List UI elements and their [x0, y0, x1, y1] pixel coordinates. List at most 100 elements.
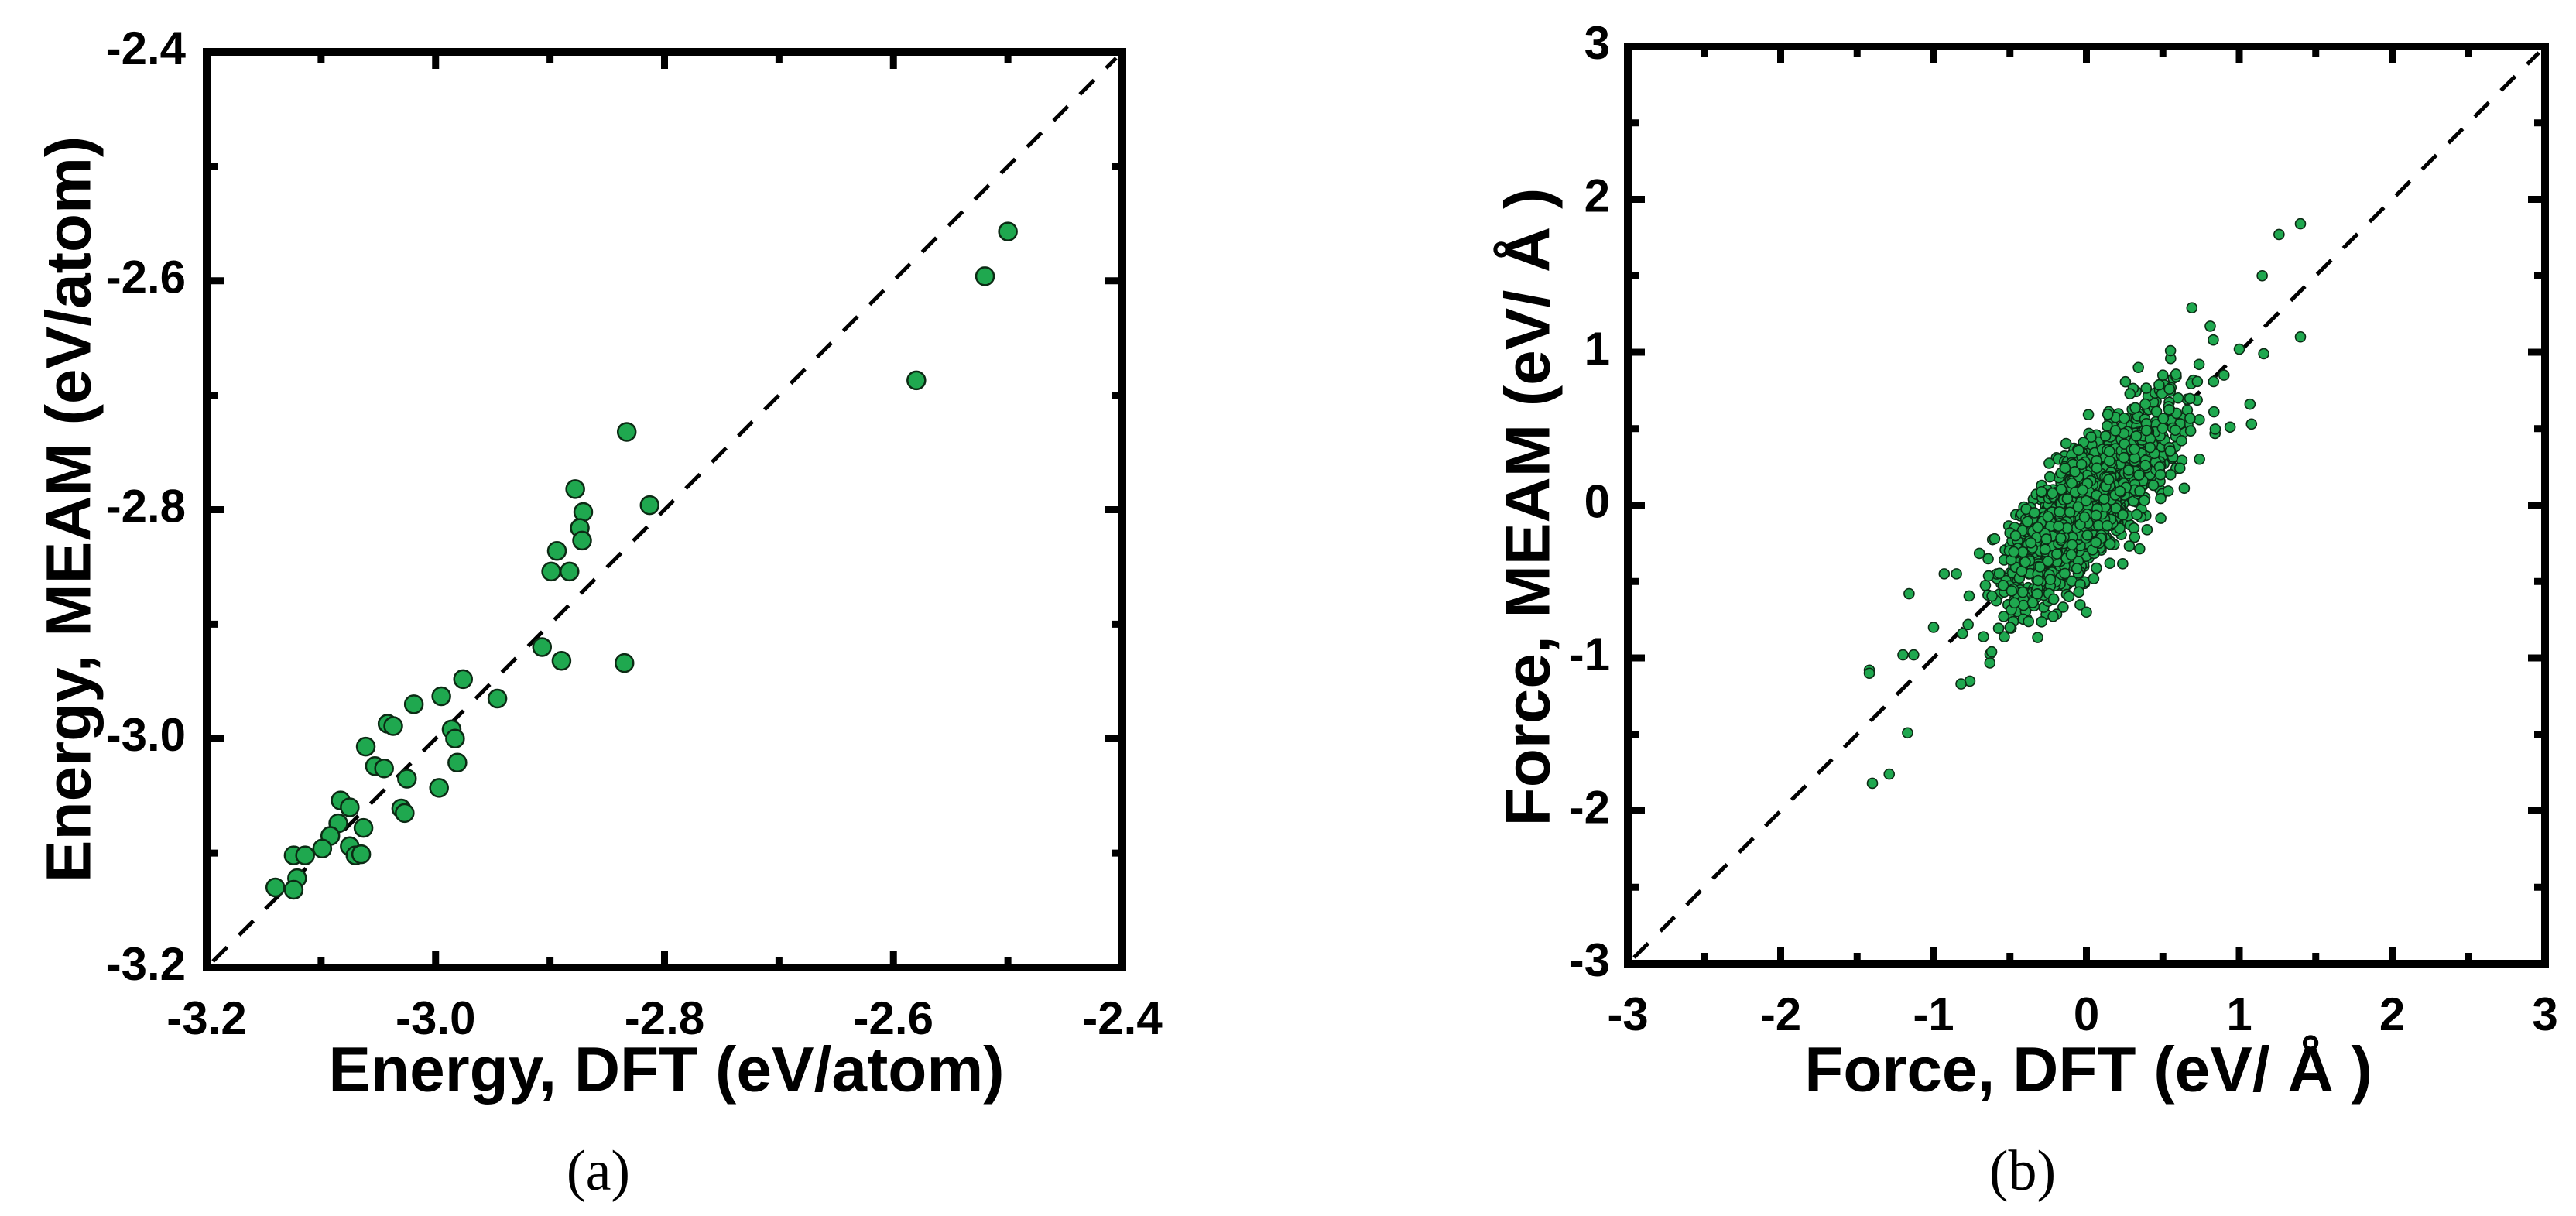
- data-point-bulk: [2119, 375, 2132, 388]
- data-point: [2004, 622, 2016, 633]
- data-point-bulk: [2184, 425, 2197, 437]
- data-point-bulk: [2032, 574, 2044, 587]
- data-point: [453, 669, 473, 690]
- data-point-bulk: [2075, 458, 2088, 471]
- data-point-bulk: [1982, 553, 1994, 565]
- data-point-bulk: [2016, 586, 2029, 598]
- panel-a-energy-parity-plot: -3.2 -3.0 -2.8 -2.6 -2.4 -3.2 -3.0 -2.8 -2.6 -2.4…: [34, 22, 1163, 1203]
- data-point-bulk: [1982, 570, 1995, 582]
- data-point: [541, 561, 561, 582]
- data-point-bulk: [2053, 520, 2064, 533]
- data-point: [2186, 302, 2198, 314]
- data-point-bulk: [2040, 533, 2053, 545]
- x-tick-label: 0: [2074, 988, 2099, 1040]
- y-axis-title: Energy, MEAM (eV/atom): [34, 136, 104, 882]
- data-point-bulk: [1957, 628, 1968, 639]
- data-point: [383, 716, 403, 736]
- y-tick-label: 0: [1584, 475, 1610, 527]
- data-point-bulk: [2025, 537, 2037, 549]
- data-point-bulk: [2043, 471, 2056, 483]
- data-point: [340, 797, 360, 817]
- y-tick-label: -3.0: [106, 709, 186, 761]
- data-point-bulk: [2091, 462, 2103, 474]
- data-point-bulk: [2104, 455, 2115, 467]
- data-point-bulk: [2090, 509, 2102, 522]
- y-tick-label: 3: [1584, 17, 1610, 69]
- data-point-bulk: [2069, 466, 2081, 478]
- data-point-bulk: [2129, 402, 2141, 414]
- x-axis-title: Force, DFT (eV/ Å ): [1804, 1035, 2372, 1105]
- data-point-bulk: [2140, 424, 2153, 437]
- data-point-bulk: [1984, 657, 1996, 669]
- panel-b-force-parity-plot: -3 -2 -1 0 1 2 3 -3 -2 -1 0 1 2 3 Force, DFT (eV/ Å ) F…: [1493, 17, 2558, 1203]
- data-point-bulk: [2077, 484, 2088, 496]
- data-point: [353, 817, 374, 838]
- x-tick-label: 2: [2379, 988, 2405, 1040]
- x-tick-label: -3.0: [396, 992, 475, 1044]
- data-point: [572, 530, 592, 551]
- data-point-bulk: [2133, 469, 2145, 481]
- data-point: [487, 688, 508, 709]
- data-point-bulk: [2208, 406, 2220, 418]
- y-tick-label: -2.4: [106, 22, 187, 74]
- data-point-bulk: [2006, 585, 2018, 597]
- data-point-bulk: [1998, 611, 2009, 622]
- data-point-bulk: [2043, 457, 2055, 469]
- data-point-bulk: [2098, 493, 2110, 505]
- data-point-bulk: [2114, 485, 2126, 497]
- data-point-bulk: [2157, 413, 2170, 424]
- data-point: [351, 844, 372, 865]
- data-point: [1863, 667, 1875, 680]
- data-point-bulk: [2036, 616, 2047, 628]
- y-tick-label: -2: [1569, 781, 1610, 833]
- data-point-bulk: [2090, 536, 2102, 549]
- data-point: [2081, 606, 2092, 618]
- data-point-bulk: [2208, 375, 2220, 388]
- data-point: [573, 502, 594, 522]
- data-point: [2132, 361, 2144, 374]
- panel-caption: (a): [567, 1139, 630, 1203]
- panel-caption: (b): [1989, 1139, 2056, 1203]
- data-point: [2245, 418, 2258, 430]
- data-point: [2164, 344, 2177, 357]
- data-point-bulk: [2042, 511, 2054, 522]
- data-point-bulk: [2032, 521, 2044, 533]
- data-point: [2273, 228, 2285, 241]
- data-point-bulk: [2102, 474, 2115, 485]
- data-points: [1863, 218, 2307, 790]
- data-point-bulk: [2139, 459, 2151, 471]
- data-point: [1908, 649, 1920, 661]
- x-tick-label: -2.4: [1082, 992, 1163, 1044]
- data-point: [1866, 777, 1879, 790]
- data-point: [906, 370, 927, 391]
- data-point: [1955, 678, 1967, 690]
- data-point-bulk: [2034, 561, 2046, 573]
- data-point: [2256, 269, 2268, 282]
- data-point-bulk: [2194, 413, 2205, 426]
- data-point-bulk: [2059, 567, 2071, 580]
- data-point: [2224, 421, 2236, 433]
- data-point-bulk: [2163, 403, 2175, 416]
- data-point: [403, 694, 424, 714]
- data-point-bulk: [2109, 425, 2122, 437]
- data-point-bulk: [2029, 507, 2040, 519]
- data-point: [2172, 392, 2184, 404]
- data-point-bulk: [2133, 543, 2146, 555]
- data-point-bulk: [2163, 383, 2176, 396]
- data-point-bulk: [2124, 388, 2136, 400]
- data-point-bulk: [2110, 502, 2122, 514]
- data-point-bulk: [2162, 485, 2174, 497]
- data-point-bulk: [2147, 479, 2160, 492]
- data-point-bulk: [2164, 445, 2177, 457]
- data-point: [546, 540, 567, 561]
- data-point: [614, 653, 635, 673]
- data-point-bulk: [2129, 443, 2140, 455]
- data-point: [2244, 398, 2256, 410]
- data-point-bulk: [2144, 441, 2156, 454]
- data-point-bulk: [2065, 549, 2078, 561]
- data-point-bulk: [2073, 586, 2085, 598]
- x-tick-label: -2.6: [854, 992, 933, 1044]
- data-point: [2258, 348, 2269, 360]
- data-point-bulk: [2131, 509, 2143, 521]
- data-points: [265, 221, 1018, 900]
